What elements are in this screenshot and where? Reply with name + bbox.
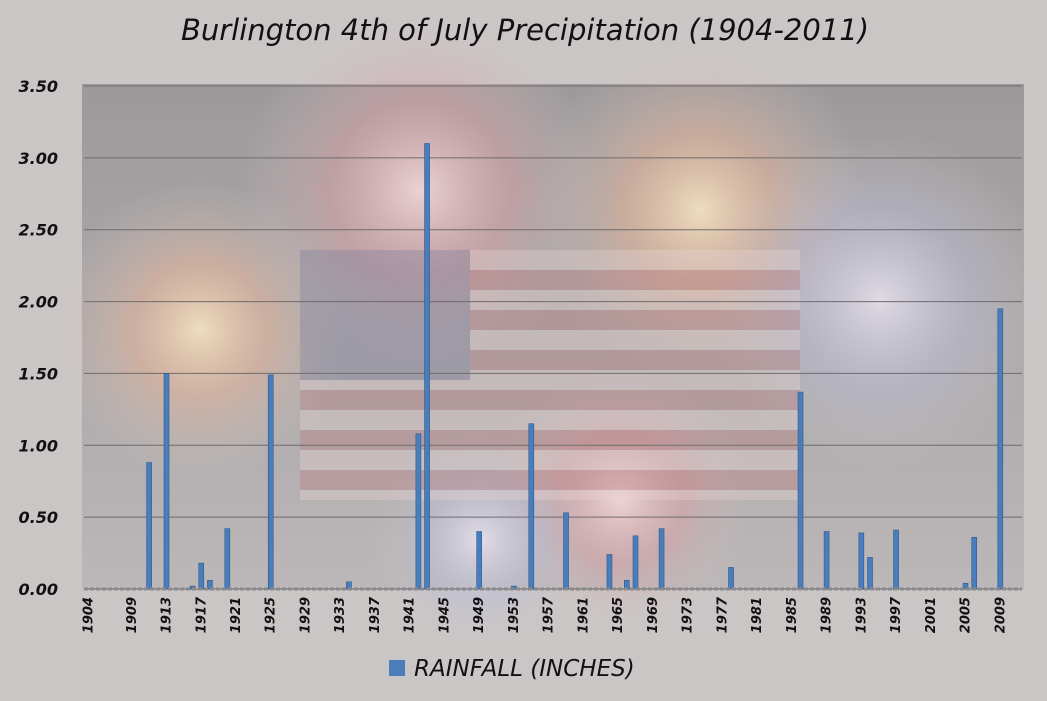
x-tick-label: 1997 — [889, 596, 904, 633]
x-tick-label: 1904 — [81, 597, 96, 633]
bar — [606, 554, 613, 590]
bar — [632, 535, 639, 590]
bar — [797, 391, 804, 590]
x-tick-label: 1921 — [229, 597, 244, 633]
x-tick-label: 1909 — [125, 597, 140, 633]
x-tick-label: 1989 — [820, 597, 835, 633]
y-tick-label: 0.50 — [19, 508, 58, 527]
x-tick-label: 1933 — [333, 597, 348, 633]
chart-title: Burlington 4th of July Precipitation (19… — [181, 13, 869, 47]
y-axis-ticks: 0.00 0.50 1.00 1.50 2.00 2.50 3.00 3.50 — [19, 77, 58, 599]
x-tick-label: 1953 — [507, 597, 522, 633]
x-tick-label: 1929 — [298, 597, 313, 633]
x-tick-label: 1969 — [646, 597, 661, 633]
x-tick-label: 1985 — [785, 597, 800, 633]
y-tick-label: 1.50 — [19, 364, 58, 383]
bar — [207, 580, 213, 590]
x-tick-label: 1957 — [542, 596, 557, 633]
y-tick-label: 2.00 — [19, 293, 58, 312]
bar — [858, 532, 865, 590]
x-tick-label: 1937 — [368, 596, 383, 633]
legend-label: RAINFALL (INCHES) — [414, 656, 635, 682]
bar — [267, 374, 274, 590]
legend: RAINFALL (INCHES) — [389, 656, 635, 682]
x-axis-ticks: 1904 1909 1913 1917 1921 1925 1929 1933 1937 1941… — [81, 596, 1008, 633]
x-tick-label: 1973 — [681, 597, 696, 633]
x-tick-label: 2005 — [959, 597, 974, 633]
bar — [528, 423, 535, 590]
bar — [163, 373, 170, 590]
x-tick-label: 1965 — [611, 597, 626, 633]
legend-swatch — [389, 660, 405, 676]
bar — [728, 567, 734, 590]
bar — [867, 557, 873, 590]
bar — [997, 308, 1004, 590]
bar — [476, 531, 482, 590]
y-tick-label: 1.00 — [19, 436, 58, 455]
bar — [415, 433, 422, 590]
x-tick-label: 1941 — [403, 597, 418, 633]
x-tick-label: 2009 — [993, 597, 1008, 633]
bar — [658, 528, 665, 590]
bar — [893, 529, 899, 590]
bar — [563, 512, 569, 590]
x-tick-label: 2001 — [924, 597, 939, 633]
bars-series-rainfall — [146, 143, 1004, 590]
x-tick-label: 1945 — [437, 597, 452, 633]
y-tick-label: 3.50 — [19, 77, 58, 96]
x-tick-label: 1993 — [854, 597, 869, 633]
bar — [424, 143, 430, 590]
x-tick-label: 1949 — [472, 597, 487, 633]
y-tick-label: 2.50 — [19, 221, 58, 240]
x-tick-label: 1981 — [750, 597, 765, 633]
x-tick-label: 1977 — [715, 596, 730, 633]
x-tick-label: 1925 — [264, 597, 279, 633]
x-tick-label: 1913 — [160, 597, 175, 633]
x-tick-label: 1961 — [576, 597, 591, 633]
bar — [823, 531, 830, 590]
y-tick-label: 3.00 — [19, 149, 58, 168]
gridlines — [84, 85, 1022, 590]
y-tick-label: 0.00 — [19, 580, 58, 599]
bar — [971, 536, 978, 590]
x-tick-label: 1917 — [194, 596, 209, 633]
bar — [198, 562, 205, 590]
bar — [146, 462, 152, 590]
bar — [962, 582, 969, 590]
bar — [224, 528, 231, 590]
